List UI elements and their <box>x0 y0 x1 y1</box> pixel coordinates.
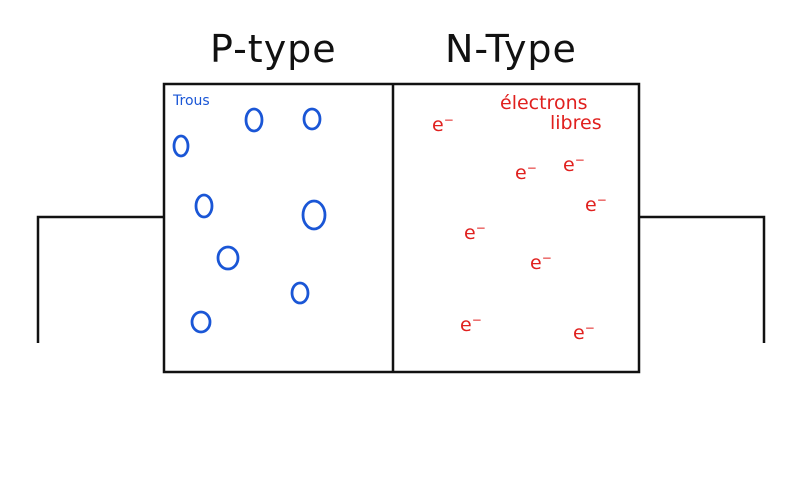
free-electrons-label: électrons libres <box>500 92 620 134</box>
electron: e− <box>563 153 585 176</box>
hole <box>290 281 310 305</box>
n-type-title: N-Type <box>445 27 577 71</box>
electron: e− <box>515 161 537 184</box>
free-electrons-label-line1: électrons <box>500 92 588 114</box>
hole <box>302 107 322 131</box>
electron: e− <box>573 321 595 344</box>
electron: e− <box>460 313 482 336</box>
electron: e− <box>530 251 552 274</box>
hole <box>194 193 214 219</box>
hole <box>301 199 327 231</box>
holes-label: Trous <box>173 93 210 109</box>
junction-frame <box>36 82 766 374</box>
junction-box <box>162 82 641 374</box>
hole <box>190 310 212 334</box>
electron: e− <box>464 221 486 244</box>
free-electrons-label-line2: libres <box>550 111 602 134</box>
hole <box>244 107 264 133</box>
hole <box>172 134 190 158</box>
right-terminal-wire <box>639 215 766 343</box>
left-terminal-wire <box>36 215 164 343</box>
electron: e− <box>585 193 607 216</box>
electron: e− <box>432 113 454 136</box>
p-type-title: P-type <box>210 27 337 71</box>
holes-group <box>172 107 327 334</box>
hole <box>216 245 240 271</box>
